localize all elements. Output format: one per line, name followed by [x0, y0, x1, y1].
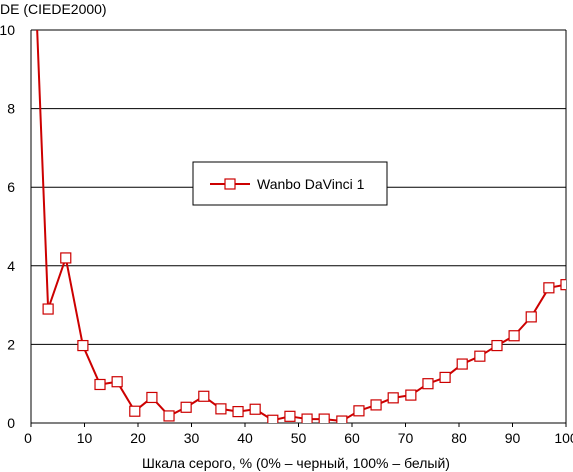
- data-point: [60, 252, 72, 264]
- data-point: [336, 415, 348, 423]
- x-tick-label-70: 70: [398, 430, 414, 446]
- x-tick-label-100: 100: [554, 430, 573, 446]
- data-point: [215, 403, 227, 415]
- axes: [30, 30, 567, 427]
- tick-labels: 02468100102030405060708090100: [0, 22, 573, 446]
- data-point: [560, 279, 566, 291]
- data-point: [94, 378, 106, 391]
- data-point: [163, 410, 175, 422]
- data-point: [318, 413, 330, 423]
- data-point: [387, 392, 399, 404]
- y-tick-label-6: 6: [7, 179, 15, 195]
- legend-label: Wanbo DaVinci 1: [257, 176, 365, 192]
- y-axis-title: DE (CIEDE2000): [0, 1, 107, 17]
- data-point: [405, 389, 417, 401]
- data-point: [370, 399, 382, 411]
- data-point: [129, 405, 141, 417]
- data-point: [267, 414, 279, 423]
- data-point: [198, 390, 210, 402]
- x-tick-label-20: 20: [130, 430, 146, 446]
- x-tick-label-0: 0: [24, 430, 32, 446]
- data-point: [284, 410, 296, 422]
- data-point: [525, 311, 537, 323]
- data-point: [77, 339, 89, 352]
- data-point: [146, 391, 158, 404]
- x-tick-label-90: 90: [505, 430, 521, 446]
- data-point: [249, 403, 261, 415]
- x-tick-label-10: 10: [77, 430, 93, 446]
- data-point: [456, 358, 468, 370]
- data-point: [111, 376, 123, 388]
- x-tick-label-80: 80: [451, 430, 467, 446]
- y-tick-label-0: 0: [7, 415, 15, 431]
- data-point: [180, 401, 192, 413]
- data-point: [42, 303, 54, 315]
- x-axis-title: Шкала серого, % (0% – черный, 100% – бел…: [142, 455, 450, 471]
- series-0: [36, 30, 566, 423]
- series: [36, 30, 566, 423]
- y-tick-label-10: 10: [0, 22, 15, 38]
- data-point: [474, 350, 486, 362]
- legend-marker: [224, 178, 236, 190]
- x-tick-label-30: 30: [184, 430, 200, 446]
- data-point: [232, 406, 244, 418]
- y-tick-label-4: 4: [7, 258, 15, 274]
- data-point: [491, 339, 503, 352]
- series-line: [36, 30, 566, 423]
- y-tick-label-2: 2: [7, 336, 15, 352]
- data-point: [508, 330, 520, 342]
- data-point: [353, 405, 365, 417]
- x-tick-label-50: 50: [291, 430, 307, 446]
- legend: Wanbo DaVinci 1: [192, 161, 388, 206]
- y-tick-label-8: 8: [7, 101, 15, 117]
- data-point: [543, 282, 555, 294]
- x-tick-label-60: 60: [344, 430, 360, 446]
- data-point: [422, 378, 434, 390]
- x-tick-label-40: 40: [237, 430, 253, 446]
- data-point: [301, 413, 313, 423]
- data-point: [439, 371, 451, 384]
